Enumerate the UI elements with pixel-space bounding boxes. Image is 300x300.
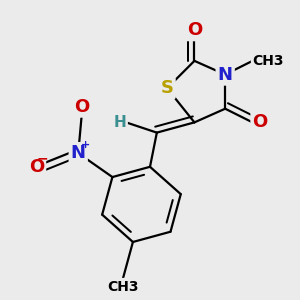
Text: +: + [81,140,90,150]
Text: O: O [29,158,44,176]
Text: CH3: CH3 [107,280,138,294]
Text: CH3: CH3 [253,54,284,68]
Text: N: N [218,65,233,83]
Text: H: H [113,115,126,130]
Text: −: − [37,151,48,165]
Text: O: O [74,98,89,116]
Text: O: O [253,113,268,131]
Text: N: N [71,144,86,162]
Text: O: O [187,21,202,39]
Text: S: S [160,79,174,97]
